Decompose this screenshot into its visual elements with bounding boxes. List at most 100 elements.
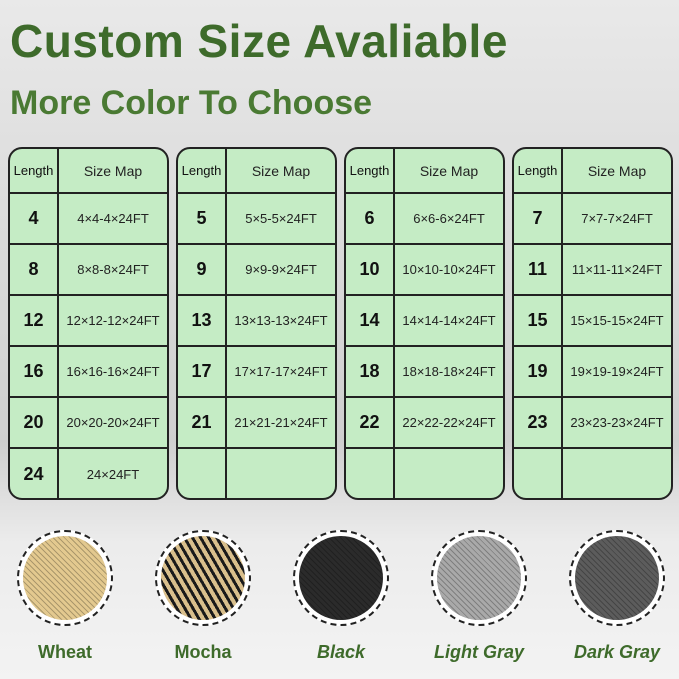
size-cell: 14×14-14×24FT xyxy=(402,313,496,328)
length-cell xyxy=(178,449,227,498)
page-title: Custom Size Avaliable xyxy=(10,15,508,67)
length-header: Length xyxy=(178,149,227,192)
table-header: Length Size Map xyxy=(514,149,671,194)
table-row: 23 23×23-23×24FT xyxy=(514,398,671,449)
table-row: 9 9×9-9×24FT xyxy=(178,245,335,296)
length-header: Length xyxy=(514,149,563,192)
length-header: Length xyxy=(10,149,59,192)
color-label: Dark Gray xyxy=(573,642,661,662)
swatch-texture xyxy=(575,536,659,620)
table-row: 20 20×20-20×24FT xyxy=(10,398,167,449)
length-cell: 14 xyxy=(346,296,395,345)
length-cell: 15 xyxy=(514,296,563,345)
size-cell xyxy=(227,449,335,498)
table-row: 15 15×15-15×24FT xyxy=(514,296,671,347)
size-cell: 19×19-19×24FT xyxy=(570,364,664,379)
size-cell: 16×16-16×24FT xyxy=(66,364,160,379)
size-header: Size Map xyxy=(83,162,143,179)
table-row: 7 7×7-7×24FT xyxy=(514,194,671,245)
size-cell xyxy=(395,449,503,498)
length-header: Length xyxy=(346,149,395,192)
size-cell: 9×9-9×24FT xyxy=(245,262,317,277)
table-row: 14 14×14-14×24FT xyxy=(346,296,503,347)
table-row: 22 22×22-22×24FT xyxy=(346,398,503,449)
color-swatch xyxy=(431,530,527,626)
color-label: Wheat xyxy=(38,642,92,662)
size-cell: 24×24FT xyxy=(86,467,140,482)
size-cell: 12×12-12×24FT xyxy=(66,313,160,328)
length-cell: 4 xyxy=(10,194,59,243)
length-cell: 5 xyxy=(178,194,227,243)
table-row: 10 10×10-10×24FT xyxy=(346,245,503,296)
length-cell: 23 xyxy=(514,398,563,447)
table-header: Length Size Map xyxy=(10,149,167,194)
size-cell xyxy=(563,449,671,498)
size-cell: 17×17-17×24FT xyxy=(234,364,328,379)
size-cell: 21×21-21×24FT xyxy=(234,415,328,430)
size-cell: 22×22-22×24FT xyxy=(402,415,496,430)
table-row: 4 4×4-4×24FT xyxy=(10,194,167,245)
swatch-texture xyxy=(161,536,245,620)
swatch-texture xyxy=(299,536,383,620)
size-cell: 7×7-7×24FT xyxy=(581,211,653,226)
length-cell: 21 xyxy=(178,398,227,447)
length-cell: 18 xyxy=(346,347,395,396)
length-cell: 22 xyxy=(346,398,395,447)
size-cell: 23×23-23×24FT xyxy=(570,415,664,430)
length-cell: 8 xyxy=(10,245,59,294)
color-swatch xyxy=(155,530,251,626)
color-swatch xyxy=(569,530,665,626)
size-cell: 4×4-4×24FT xyxy=(77,211,149,226)
size-table: Length Size Map 4 4×4-4×24FT 8 8×8-8×24FT 12 12… xyxy=(8,147,169,500)
size-cell: 11×11-11×24FT xyxy=(571,262,663,277)
size-table: Length Size Map 6 6×6-6×24FT 10 10×10-10×24FT… xyxy=(344,147,505,500)
length-cell: 12 xyxy=(10,296,59,345)
size-header: Size Map xyxy=(251,162,311,179)
table-header: Length Size Map xyxy=(346,149,503,194)
table-row xyxy=(346,449,503,498)
swatch-texture xyxy=(437,536,521,620)
table-row: 11 11×11-11×24FT xyxy=(514,245,671,296)
table-row: 16 16×16-16×24FT xyxy=(10,347,167,398)
length-cell: 17 xyxy=(178,347,227,396)
table-row: 13 13×13-13×24FT xyxy=(178,296,335,347)
size-header: Size Map xyxy=(587,162,647,179)
size-header: Size Map xyxy=(419,162,479,179)
table-row: 17 17×17-17×24FT xyxy=(178,347,335,398)
size-cell: 6×6-6×24FT xyxy=(413,211,485,226)
length-cell: 11 xyxy=(514,245,563,294)
length-cell xyxy=(514,449,563,498)
table-row: 12 12×12-12×24FT xyxy=(10,296,167,347)
size-table: Length Size Map 7 7×7-7×24FT 11 11×11-11×24FT… xyxy=(512,147,673,500)
color-label: Light Gray xyxy=(433,642,524,662)
color-label: Black xyxy=(316,642,366,662)
table-row: 21 21×21-21×24FT xyxy=(178,398,335,449)
table-header: Length Size Map xyxy=(178,149,335,194)
size-table: Length Size Map 5 5×5-5×24FT 9 9×9-9×24FT 13 13… xyxy=(176,147,337,500)
table-row: 8 8×8-8×24FT xyxy=(10,245,167,296)
size-cell: 5×5-5×24FT xyxy=(245,211,317,226)
page-subtitle: More Color To Choose xyxy=(10,84,373,122)
length-cell: 19 xyxy=(514,347,563,396)
table-row: 6 6×6-6×24FT xyxy=(346,194,503,245)
table-row: 5 5×5-5×24FT xyxy=(178,194,335,245)
table-row: 19 19×19-19×24FT xyxy=(514,347,671,398)
length-cell: 24 xyxy=(10,449,59,498)
table-row xyxy=(178,449,335,498)
length-cell: 6 xyxy=(346,194,395,243)
size-cell: 10×10-10×24FT xyxy=(402,262,496,277)
length-cell: 13 xyxy=(178,296,227,345)
length-cell: 16 xyxy=(10,347,59,396)
size-cell: 13×13-13×24FT xyxy=(234,313,328,328)
size-cell: 18×18-18×24FT xyxy=(402,364,496,379)
length-cell: 9 xyxy=(178,245,227,294)
table-row xyxy=(514,449,671,498)
length-cell xyxy=(346,449,395,498)
color-label: Mocha xyxy=(174,642,232,662)
swatch-texture xyxy=(23,536,107,620)
size-cell: 8×8-8×24FT xyxy=(77,262,149,277)
length-cell: 10 xyxy=(346,245,395,294)
color-swatch xyxy=(293,530,389,626)
table-row: 24 24×24FT xyxy=(10,449,167,498)
color-swatch xyxy=(17,530,113,626)
